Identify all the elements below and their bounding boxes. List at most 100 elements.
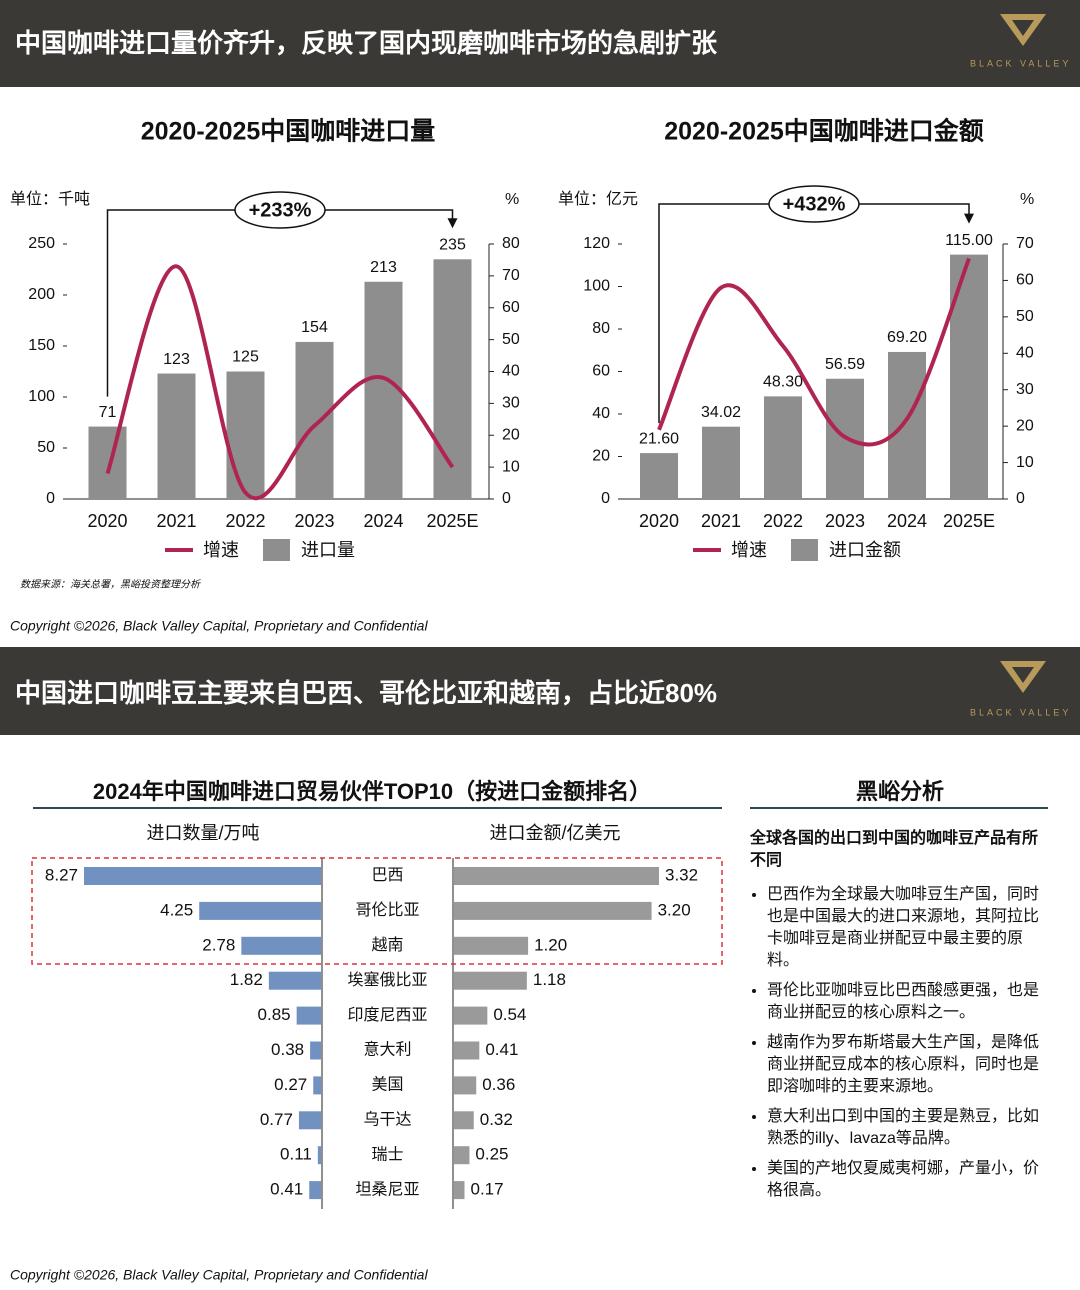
value-label: 213 xyxy=(370,259,397,276)
y2-tick-label: 70 xyxy=(502,267,520,284)
y2-tick-label: 20 xyxy=(1016,417,1034,434)
x-tick-label: 2022 xyxy=(763,511,803,531)
y2-tick-label: 40 xyxy=(1016,345,1034,362)
y-axis-label: 单位：千吨 xyxy=(10,190,90,208)
x-tick-label: 2023 xyxy=(294,511,334,531)
category-label: 越南 xyxy=(371,936,403,954)
value-label: 1.20 xyxy=(534,935,567,954)
bar xyxy=(364,281,403,499)
value-label: 71 xyxy=(99,404,117,421)
y-tick-label: 150 xyxy=(28,337,55,354)
bar xyxy=(298,1111,321,1130)
value-label: 21.60 xyxy=(639,430,679,447)
bar xyxy=(454,936,529,955)
value-label: 0.38 xyxy=(271,1040,304,1059)
legend-swatch xyxy=(263,539,290,561)
column-header: 进口数量/万吨 xyxy=(146,823,259,843)
bar xyxy=(157,373,196,499)
value-label: 0.85 xyxy=(258,1005,291,1024)
y2-tick-label: 30 xyxy=(502,395,520,412)
y-tick-label: 100 xyxy=(28,388,55,405)
slide-header: 中国咖啡进口量价齐升，反映了国内现磨咖啡市场的急剧扩张 xyxy=(15,28,718,58)
y2-tick-label: 70 xyxy=(1016,235,1034,252)
category-label: 哥伦比亚 xyxy=(355,901,419,919)
bar xyxy=(317,1146,321,1165)
bar xyxy=(454,1076,477,1095)
y2-tick-label: 20 xyxy=(502,426,520,443)
y-tick-label: 40 xyxy=(592,405,610,422)
x-tick-label: 2020 xyxy=(639,511,679,531)
bar xyxy=(226,371,265,499)
x-tick-label: 2024 xyxy=(363,511,403,531)
y-tick-label: 80 xyxy=(592,320,610,337)
x-tick-label: 2025E xyxy=(943,511,995,531)
copyright: Copyright ©2026, Black Valley Capital, P… xyxy=(10,618,428,634)
category-label: 瑞士 xyxy=(371,1145,403,1163)
bar xyxy=(454,1111,474,1130)
chart-title: 2020-2025中国咖啡进口量 xyxy=(141,118,436,146)
logo-text: BLACK VALLEY xyxy=(970,707,1071,717)
analysis-subtitle: 全球各国的出口到中国的咖啡豆产品有所不同 xyxy=(750,830,1039,869)
value-label: 0.17 xyxy=(470,1180,503,1199)
chart-title: 2024年中国咖啡进口贸易伙伴TOP10（按进口金额排名） xyxy=(93,779,651,804)
x-tick-label: 2022 xyxy=(225,511,265,531)
bar xyxy=(702,426,740,499)
bar xyxy=(309,1181,321,1200)
y-tick-label: 0 xyxy=(46,490,55,507)
y2-tick-label: 0 xyxy=(1016,490,1025,507)
value-label: 48.30 xyxy=(763,374,803,391)
chart-title: 2020-2025中国咖啡进口金额 xyxy=(664,117,984,146)
annotation-arrow xyxy=(964,213,974,224)
y2-tick-label: 10 xyxy=(502,458,520,475)
value-label: 0.25 xyxy=(475,1145,508,1164)
x-tick-label: 2020 xyxy=(87,511,127,531)
legend-label: 进口金额 xyxy=(829,540,901,560)
bar xyxy=(454,1146,470,1165)
copyright: Copyright ©2026, Black Valley Capital, P… xyxy=(10,1267,428,1283)
value-label: 115.00 xyxy=(945,232,993,249)
logo-mark xyxy=(1000,14,1046,46)
growth-line xyxy=(105,264,455,501)
y2-axis-label: % xyxy=(505,191,519,208)
bar xyxy=(454,901,652,920)
y2-tick-label: 10 xyxy=(1016,454,1034,471)
x-tick-label: 2023 xyxy=(825,511,865,531)
value-label: 123 xyxy=(163,351,190,368)
x-tick-label: 2024 xyxy=(887,511,927,531)
bar xyxy=(241,936,321,955)
analysis-list: 巴西作为全球最大咖啡豆生产国，同时也是中国最大的进口来源地，其阿拉比卡咖啡豆是商… xyxy=(750,884,1045,1202)
legend-swatch xyxy=(791,539,818,561)
value-label: 154 xyxy=(301,319,328,336)
bar xyxy=(764,396,802,499)
analysis-bullet: 巴西作为全球最大咖啡豆生产国，同时也是中国最大的进口来源地，其阿拉比卡咖啡豆是商… xyxy=(767,884,1045,972)
bar xyxy=(433,259,472,499)
legend-label: 增速 xyxy=(203,540,239,560)
category-label: 意大利 xyxy=(363,1040,411,1059)
analysis-panel: 全球各国的出口到中国的咖啡豆产品有所不同 巴西作为全球最大咖啡豆生产国，同时也是… xyxy=(750,828,1045,1210)
value-label: 3.20 xyxy=(658,900,691,919)
y-tick-label: 20 xyxy=(592,448,610,465)
x-tick-label: 2021 xyxy=(701,511,741,531)
bar xyxy=(454,1181,465,1200)
y-tick-label: 50 xyxy=(37,439,55,456)
slide-header: 中国进口咖啡豆主要来自巴西、哥伦比亚和越南，占比近80% xyxy=(15,678,717,708)
bar xyxy=(84,867,321,885)
y2-axis-label: % xyxy=(1020,191,1034,208)
bar xyxy=(888,351,926,499)
bar xyxy=(454,867,659,885)
analysis-title: 黑峪分析 xyxy=(856,779,944,804)
legend-label: 增速 xyxy=(731,540,767,560)
header-bar xyxy=(0,0,1080,87)
x-tick-label: 2025E xyxy=(426,511,478,531)
y2-tick-label: 30 xyxy=(1016,381,1034,398)
value-label: 235 xyxy=(439,237,466,254)
y2-tick-label: 60 xyxy=(1016,272,1034,289)
value-label: 56.59 xyxy=(825,356,865,373)
category-label: 坦桑尼亚 xyxy=(355,1180,419,1198)
annotation-label: +432% xyxy=(783,193,846,215)
annotation-label: +233% xyxy=(249,199,312,221)
logo-mark xyxy=(1000,661,1046,693)
category-label: 印度尼西亚 xyxy=(347,1006,427,1024)
y2-tick-label: 80 xyxy=(502,235,520,252)
